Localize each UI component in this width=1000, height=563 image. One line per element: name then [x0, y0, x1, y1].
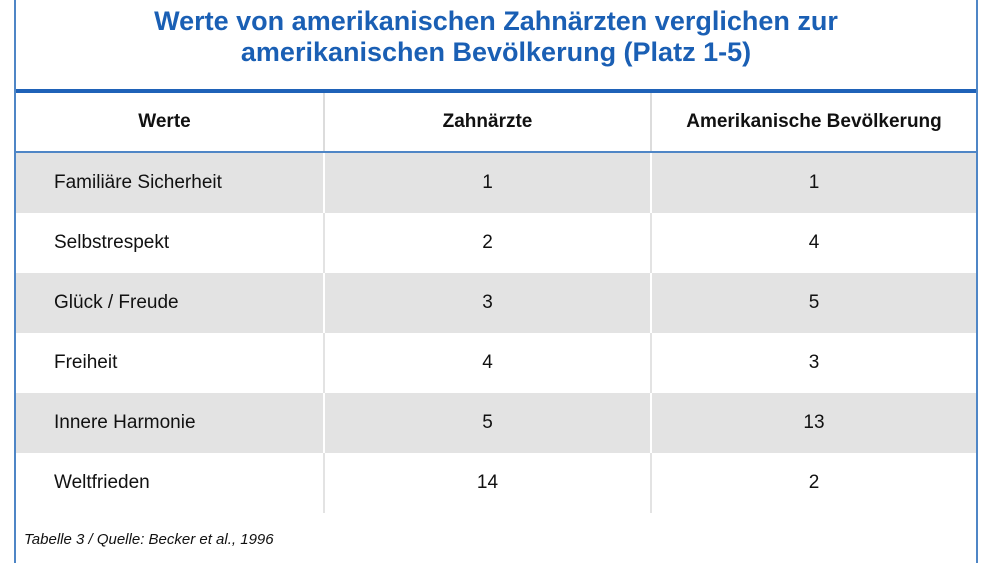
table-frame: Werte von amerikanischen Zahnärzten verg…: [14, 0, 978, 563]
rank-bevoelkerung: 2: [650, 453, 976, 513]
rank-zahnaerzte: 2: [323, 213, 651, 273]
rank-bevoelkerung: 3: [650, 333, 976, 393]
table-row: Innere Harmonie 5 13: [16, 393, 976, 453]
rank-bevoelkerung: 4: [650, 213, 976, 273]
value-name: Glück / Freude: [16, 273, 324, 333]
value-name: Freiheit: [16, 333, 324, 393]
rank-bevoelkerung: 1: [650, 152, 976, 213]
value-name: Weltfrieden: [16, 453, 324, 513]
rank-bevoelkerung: 5: [650, 273, 976, 333]
rank-zahnaerzte: 4: [323, 333, 651, 393]
value-name: Selbstrespekt: [16, 213, 324, 273]
rank-zahnaerzte: 5: [323, 393, 651, 453]
values-table: Werte Zahnärzte Amerikanische Bevölkerun…: [16, 93, 976, 513]
table-caption: Tabelle 3 / Quelle: Becker et al., 1996: [24, 531, 274, 548]
rank-zahnaerzte: 14: [323, 453, 651, 513]
title-line-2: amerikanischen Bevölkerung (Platz 1-5): [240, 37, 752, 67]
table-title: Werte von amerikanischen Zahnärzten verg…: [16, 0, 976, 88]
column-header-bevoelkerung: Amerikanische Bevölkerung: [650, 93, 976, 153]
title-line-1: Werte von amerikanischen Zahnärzten verg…: [154, 6, 838, 36]
value-name: Innere Harmonie: [16, 393, 324, 453]
title-divider: [16, 89, 976, 93]
rank-zahnaerzte: 1: [323, 152, 651, 213]
table-row: Freiheit 4 3: [16, 333, 976, 393]
column-header-werte: Werte: [16, 93, 324, 153]
table-row: Familiäre Sicherheit 1 1: [16, 152, 976, 213]
value-name: Familiäre Sicherheit: [16, 152, 324, 213]
header-row: Werte Zahnärzte Amerikanische Bevölkerun…: [16, 93, 976, 153]
column-header-zahnaerzte: Zahnärzte: [323, 93, 651, 153]
rank-zahnaerzte: 3: [323, 273, 651, 333]
table-row: Glück / Freude 3 5: [16, 273, 976, 333]
rank-bevoelkerung: 13: [650, 393, 976, 453]
table-row: Selbstrespekt 2 4: [16, 213, 976, 273]
table-row: Weltfrieden 14 2: [16, 453, 976, 513]
